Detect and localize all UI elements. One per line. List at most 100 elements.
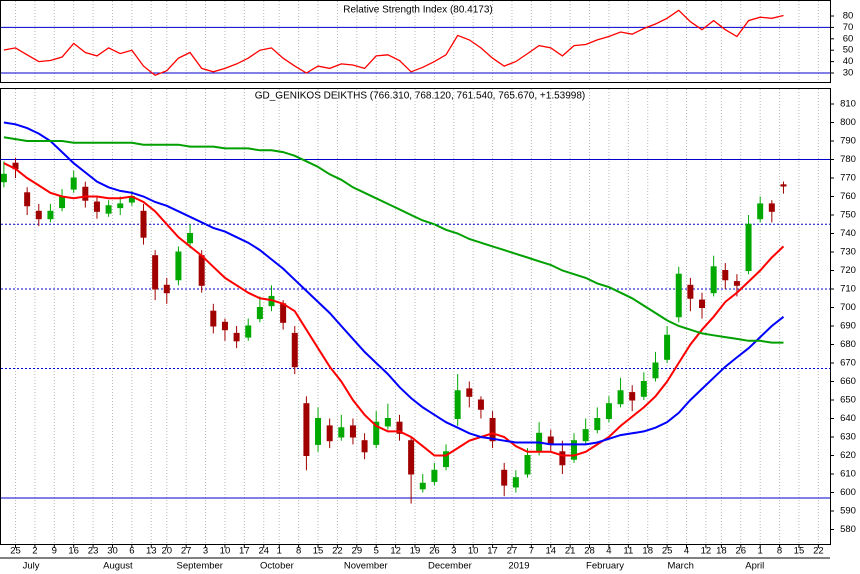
x-tick-label: 8 [296,546,301,557]
x-tick-label: 3 [203,546,208,557]
x-tick-label: 2 [32,546,37,557]
candle-body [454,390,461,419]
y-tick-label: 50 [843,45,854,56]
rsi-panel-frame [0,0,831,83]
x-tick-label: 4 [684,546,689,557]
y-tick-label: 670 [840,358,856,369]
x-tick-label: 19 [410,546,421,557]
y-tick-label: 640 [840,413,856,424]
x-tick-label: 12 [701,546,712,557]
month-label: November [344,561,388,572]
candle-body [0,173,7,183]
candle-body [757,203,764,220]
candle-body [140,210,147,238]
candle-body [512,477,519,488]
candle-body [47,210,54,220]
candle-body [652,362,659,379]
candle-body [221,321,228,331]
x-tick-label: 26 [736,546,747,557]
candle-body [524,455,531,475]
candle-body [629,392,636,401]
candle-body [315,418,322,445]
candle-body [256,307,263,320]
y-tick-label: 660 [840,376,856,387]
y-tick-label: 580 [840,524,856,535]
y-tick-label: 750 [840,210,856,221]
candle-body [210,310,217,327]
candle-body [280,303,287,323]
candle-body [466,388,473,397]
y-tick-label: 700 [840,302,856,313]
candle-body [117,203,124,209]
y-tick-label: 620 [840,450,856,461]
candle-body [501,469,508,486]
x-tick-label: 20 [161,546,172,557]
candle-body [640,381,647,397]
moving-average-line [3,121,785,446]
month-label: February [586,561,624,572]
x-tick-label: 15 [313,546,324,557]
x-tick-label: 14 [545,546,556,557]
y-tick-label: 70 [843,22,854,33]
candle-body [82,186,89,201]
x-tick-label: 23 [88,546,99,557]
x-tick-label: 10 [220,546,231,557]
candle-body [571,440,578,460]
candle-body [384,418,391,427]
x-tick-label: 24 [258,546,269,557]
candle-body [664,334,671,360]
x-tick-label: 12 [390,546,401,557]
month-label: September [177,561,223,572]
y-tick-label: 810 [840,99,856,110]
x-tick-label: 3 [451,546,456,557]
month-label: March [667,561,693,572]
candle-body [70,177,77,190]
price-panel-frame [0,88,831,545]
x-tick-label: 25 [662,546,673,557]
x-tick-label: 10 [468,546,479,557]
candle-body [419,482,426,490]
y-tick-label: 650 [840,395,856,406]
y-tick-label: 780 [840,154,856,165]
x-tick-label: 4 [606,546,611,557]
y-tick-label: 60 [843,33,854,44]
candle-body [361,440,368,453]
moving-average-line [3,162,785,457]
candle-body [477,399,484,410]
y-tick-label: 690 [840,321,856,332]
price-title: GD_GENIKOS DEIKTHS (766.310, 768.120, 76… [255,91,586,102]
candle-body [722,270,729,281]
candle-body [733,281,740,286]
x-tick-label: 25 [10,546,21,557]
candle-body [198,255,205,286]
candle-body [768,203,775,212]
candle-body [291,332,298,368]
candle-body [408,440,415,475]
candle-body [780,184,787,187]
candle-body [245,325,252,338]
candle-body [489,418,496,442]
y-tick-label: 600 [840,487,856,498]
x-tick-label: 15 [794,546,805,557]
candle-body [582,429,589,442]
y-tick-label: 730 [840,247,856,258]
x-tick-label: 28 [584,546,595,557]
candle-body [93,201,100,212]
candle-body [559,451,566,466]
candle-body [675,273,682,318]
x-tick-label: 18 [642,546,653,557]
candle-body [187,233,194,244]
x-tick-label: 26 [429,546,440,557]
candle-body [710,266,717,294]
x-tick-label: 18 [716,546,727,557]
y-tick-label: 760 [840,191,856,202]
x-tick-label: 1 [758,546,763,557]
x-tick-label: 6 [129,546,134,557]
candle-body [175,251,182,281]
x-tick-label: 27 [181,546,192,557]
y-tick-label: 80 [843,11,854,22]
x-tick-label: 9 [52,546,57,557]
